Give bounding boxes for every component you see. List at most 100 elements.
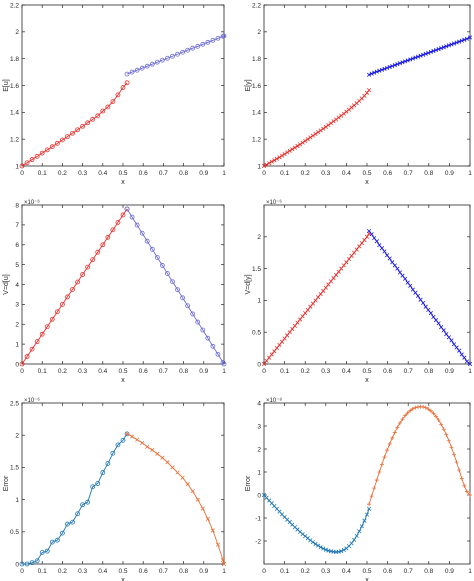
x-axis-label: x [121, 577, 125, 581]
data-point [95, 481, 101, 486]
data-point [366, 72, 372, 77]
data-point [44, 147, 50, 153]
series-1 [19, 80, 130, 169]
chart-3: 0 0.1 0.2 0.3 0.4 0.5 0.6 0.7 0.8 0.9 1 0 1 2 3 4 5 6 7 8 ×1… [3, 199, 227, 384]
chart-2: 0 0.1 0.2 0.3 0.4 0.5 0.6 0.7 0.8 0.9 1 1 1.2 1.4 1.6 1… [245, 2, 472, 186]
y-tick-label: 0 [257, 361, 261, 368]
y-tick-label: 1.2 [10, 136, 19, 143]
data-point [446, 335, 451, 340]
x-tick-label: 0.1 [280, 568, 289, 575]
data-point [175, 51, 180, 57]
data-point [431, 314, 436, 320]
data-point [441, 427, 446, 432]
data-point [205, 335, 211, 341]
data-point [115, 92, 121, 98]
x-tick-label: 1 [468, 368, 472, 375]
data-point [80, 502, 85, 508]
x-tick-label: 0.8 [179, 170, 188, 177]
data-point [444, 44, 449, 49]
data-point [318, 545, 323, 550]
data-point [120, 437, 126, 443]
data-point [308, 135, 313, 140]
data-point [449, 42, 454, 47]
x-tick-label: 1 [222, 568, 226, 575]
data-point [462, 355, 467, 360]
data-point [308, 538, 313, 543]
x-tick-label: 0.6 [139, 568, 148, 575]
y-tick-label: 5 [15, 262, 19, 269]
data-point [364, 512, 370, 517]
data-point [366, 88, 372, 93]
axes-box [263, 4, 471, 167]
data-point [285, 150, 290, 155]
data-point [24, 354, 30, 359]
y-exponent: ×10⁻⁶ [24, 199, 40, 206]
data-point [303, 138, 308, 143]
y-tick-label: 3 [257, 423, 261, 430]
data-point [70, 130, 75, 136]
data-point [433, 47, 439, 53]
series-line [21, 208, 128, 365]
data-point [423, 304, 428, 309]
data-point [60, 530, 65, 536]
data-point [413, 290, 418, 295]
data-point [190, 489, 195, 494]
x-tick-label: 0.6 [383, 568, 392, 575]
data-point [200, 506, 205, 511]
y-tick-label: 1.5 [10, 465, 19, 472]
y-tick-label: 4 [257, 400, 261, 407]
data-point [175, 287, 180, 293]
data-point [139, 65, 145, 71]
data-point [405, 58, 410, 63]
data-point [392, 430, 397, 435]
data-point [359, 524, 364, 529]
x-tick-label: 0 [20, 368, 24, 375]
data-point [49, 539, 55, 545]
x-tick-label: 0.3 [321, 368, 330, 375]
data-point [277, 342, 282, 348]
data-point [170, 279, 175, 285]
data-point [395, 425, 400, 430]
x-tick-label: 0.1 [38, 368, 47, 375]
data-point [418, 297, 423, 302]
data-point [282, 151, 287, 157]
series-1 [19, 431, 130, 567]
data-point [372, 235, 377, 241]
data-point [272, 158, 277, 163]
data-point [297, 317, 303, 322]
data-point [467, 361, 473, 367]
y-exponent: ×10⁻⁸ [266, 397, 282, 404]
data-point [323, 547, 328, 552]
data-point [366, 228, 372, 234]
data-point [374, 478, 379, 483]
data-point [285, 333, 290, 338]
x-tick-label: 0.1 [38, 170, 47, 177]
x-tick-label: 0.4 [98, 368, 107, 375]
data-point [34, 339, 40, 345]
y-tick-label: 0 [257, 492, 261, 499]
data-point [221, 33, 227, 39]
data-point [334, 117, 339, 122]
data-point [185, 482, 190, 487]
x-tick-label: 0.5 [118, 170, 127, 177]
series-2 [366, 35, 473, 77]
x-tick-label: 0.8 [424, 368, 433, 375]
data-point [434, 414, 439, 419]
y-tick-label: -1 [255, 515, 261, 522]
data-point [459, 352, 464, 357]
y-tick-label: 1 [257, 163, 261, 170]
x-tick-label: 0.8 [179, 568, 188, 575]
x-tick-label: 0.3 [78, 368, 87, 375]
x-tick-label: 0.8 [179, 368, 188, 375]
x-tick-label: 0.2 [58, 368, 67, 375]
data-point [321, 546, 326, 551]
data-point [200, 327, 206, 333]
data-point [367, 502, 372, 507]
data-point [318, 291, 323, 297]
data-point [100, 108, 106, 114]
data-point [410, 56, 415, 61]
series-line [368, 230, 471, 365]
data-point [462, 37, 467, 42]
data-point [415, 293, 421, 299]
data-point [464, 489, 469, 494]
